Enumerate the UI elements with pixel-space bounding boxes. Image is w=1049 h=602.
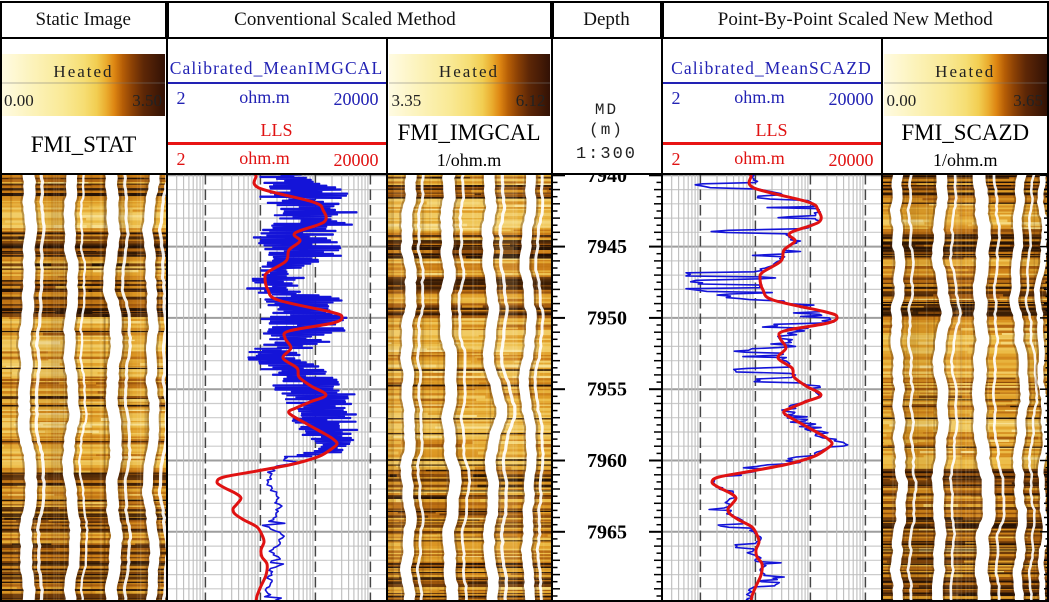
svg-text:7955: 7955 xyxy=(587,379,627,401)
svg-text:7945: 7945 xyxy=(587,236,627,258)
svg-text:7960: 7960 xyxy=(587,450,627,472)
svg-text:7965: 7965 xyxy=(587,521,627,543)
svg-text:7940: 7940 xyxy=(587,174,627,187)
svg-text:7950: 7950 xyxy=(587,307,627,329)
